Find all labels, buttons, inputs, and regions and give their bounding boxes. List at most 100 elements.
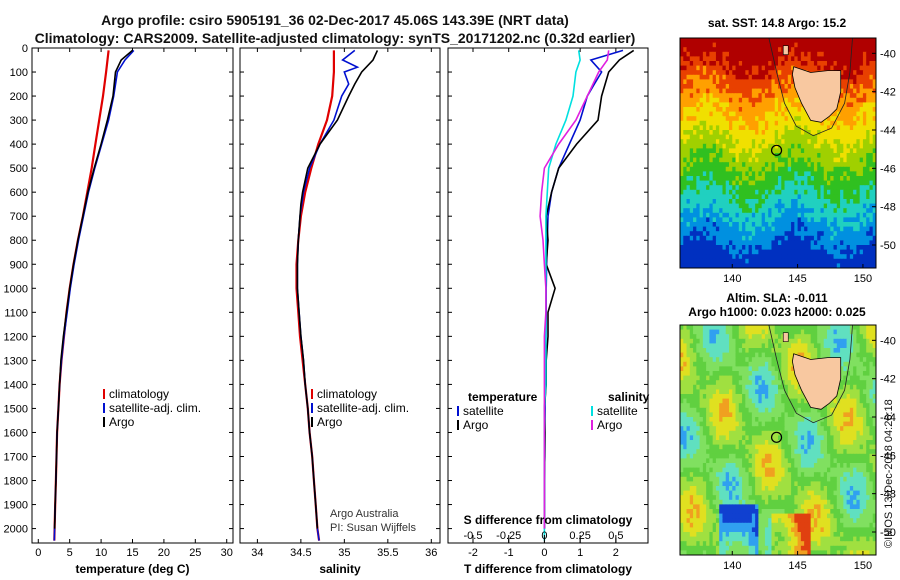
heatmap-cell: [800, 417, 805, 423]
heatmap-cell: [768, 403, 772, 409]
heatmap-cell: [787, 222, 792, 228]
heatmap-cell: [840, 79, 844, 85]
heatmap-cell: [745, 334, 750, 340]
heatmap-cell: [745, 417, 750, 423]
heatmap-cell: [768, 334, 772, 340]
heatmap-cell: [778, 70, 782, 76]
heatmap-cell: [859, 79, 864, 85]
heatmap-cell: [680, 394, 684, 400]
heatmap-cell: [686, 407, 691, 413]
heatmap-cell: [849, 70, 854, 76]
heatmap-cell: [725, 394, 730, 400]
heatmap-cell: [758, 453, 763, 459]
heatmap-cell: [817, 334, 821, 340]
heatmap-cell: [683, 352, 688, 358]
heatmap-cell: [758, 134, 763, 140]
heatmap-cell: [758, 403, 763, 409]
heatmap-cell: [732, 222, 737, 228]
heatmap-cell: [859, 208, 864, 214]
heatmap-cell: [800, 222, 805, 228]
heatmap-cell: [787, 203, 792, 209]
heatmap-cell: [689, 93, 694, 99]
heatmap-cell: [784, 394, 789, 400]
y-tick-label: 900: [10, 259, 28, 271]
heatmap-cell: [712, 134, 717, 140]
heatmap-cell: [846, 217, 851, 223]
heatmap-cell: [683, 199, 688, 205]
heatmap-cell: [755, 430, 759, 436]
heatmap-cell: [738, 375, 743, 381]
heatmap-cell: [872, 120, 877, 126]
heatmap-cell: [680, 222, 684, 228]
heatmap-cell: [680, 65, 684, 71]
heatmap-cell: [849, 222, 854, 228]
heatmap-cell: [862, 157, 867, 163]
heatmap-cell: [768, 398, 772, 404]
heatmap-cell: [732, 47, 737, 53]
heatmap-cell: [797, 61, 802, 67]
heatmap-cell: [840, 240, 844, 246]
heatmap-cell: [715, 38, 720, 44]
heatmap-cell: [853, 361, 857, 367]
heatmap-cell: [781, 189, 786, 195]
heatmap-cell: [781, 231, 786, 237]
heatmap-cell: [771, 51, 776, 57]
heatmap-cell: [745, 125, 750, 131]
heatmap-cell: [869, 325, 874, 331]
heatmap-cell: [689, 231, 694, 237]
heatmap-cell: [853, 203, 857, 209]
heatmap-cell: [856, 329, 861, 335]
heatmap-cell: [693, 97, 697, 103]
heatmap-cell: [738, 84, 743, 90]
heatmap-cell: [862, 120, 867, 126]
y-tick-label: 1300: [4, 355, 28, 367]
heatmap-cell: [813, 208, 818, 214]
heatmap-cell: [840, 47, 844, 53]
heatmap-cell: [771, 325, 776, 331]
heatmap-cell: [830, 199, 835, 205]
heatmap-cell: [840, 120, 844, 126]
heatmap-cell: [856, 38, 861, 44]
heatmap-cell: [706, 61, 710, 67]
heatmap-cell: [787, 421, 792, 427]
heatmap-cell: [680, 88, 684, 94]
heatmap-cell: [680, 403, 684, 409]
heatmap-cell: [849, 449, 854, 455]
heatmap-cell: [702, 56, 707, 62]
heatmap-cell: [755, 222, 759, 228]
heatmap-cell: [735, 412, 740, 418]
heatmap-cell: [735, 440, 740, 446]
heatmap-cell: [840, 343, 844, 349]
heatmap-cell: [784, 162, 789, 168]
heatmap-cell: [735, 334, 740, 340]
heatmap-cell: [686, 157, 691, 163]
y-tick-label: 100: [10, 67, 28, 79]
heatmap-cell: [784, 222, 789, 228]
heatmap-cell: [686, 139, 691, 145]
heatmap-cell: [719, 263, 723, 269]
heatmap-cell: [862, 435, 867, 441]
heatmap-cell: [686, 47, 691, 53]
heatmap-cell: [771, 371, 776, 377]
heatmap-cell: [859, 263, 864, 269]
heatmap-cell: [742, 61, 746, 67]
heatmap-cell: [862, 166, 867, 172]
heatmap-cell: [729, 361, 733, 367]
heatmap-cell: [738, 348, 743, 354]
heatmap-cell: [745, 329, 750, 335]
heatmap-cell: [872, 348, 877, 354]
heatmap-cell: [755, 120, 759, 126]
heatmap-cell: [764, 329, 769, 335]
heatmap-cell: [771, 380, 776, 386]
heatmap-cell: [849, 185, 854, 191]
heatmap-cell: [729, 153, 733, 159]
heatmap-cell: [696, 235, 701, 241]
heatmap-cell: [764, 389, 769, 395]
heatmap-cell: [745, 348, 750, 354]
heatmap-cell: [735, 166, 740, 172]
heatmap-cell: [784, 352, 789, 358]
heatmap-cell: [751, 180, 756, 186]
map-y-tick-label: -50: [880, 240, 896, 252]
heatmap-cell: [735, 407, 740, 413]
heatmap-cell: [853, 111, 857, 117]
